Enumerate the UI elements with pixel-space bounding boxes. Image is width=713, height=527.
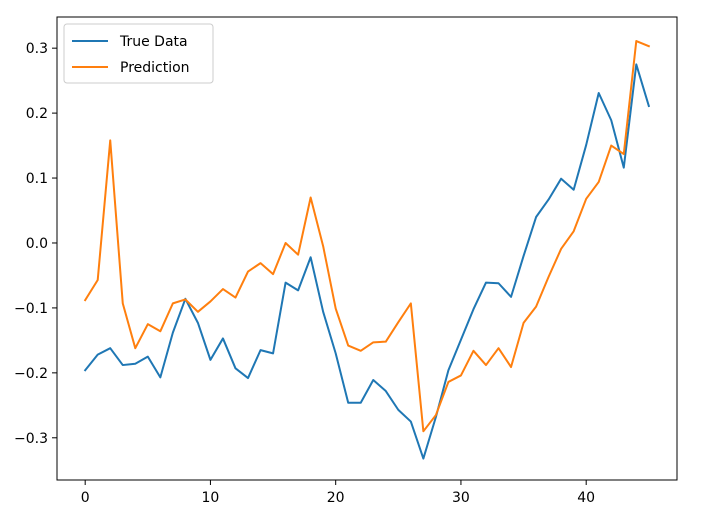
x-tick-label: 10 xyxy=(202,490,220,506)
y-tick-label: 0.1 xyxy=(26,171,48,187)
legend-box xyxy=(63,23,214,84)
y-tick-label: 0.3 xyxy=(26,41,48,57)
y-tick-label: −0.2 xyxy=(14,366,48,382)
legend: True Data Prediction xyxy=(63,23,214,84)
series-line-prediction xyxy=(83,40,651,433)
x-tick-label: 30 xyxy=(452,490,470,506)
plot-frame xyxy=(56,16,678,481)
x-tick-label: 0 xyxy=(81,490,90,506)
legend-label-true-data: True Data xyxy=(119,34,188,50)
legend-label-prediction: Prediction xyxy=(120,60,190,76)
series-line-true-data xyxy=(83,63,651,460)
y-tick-label: −0.3 xyxy=(14,431,48,447)
x-tick-label: 20 xyxy=(327,490,345,506)
y-tick-label: 0.2 xyxy=(26,106,48,122)
y-tick-label: 0.0 xyxy=(26,236,48,252)
x-tick-label: 40 xyxy=(577,490,595,506)
plot-area xyxy=(83,40,651,460)
axes: 0 10 20 30 40 −0.3 −0.2 −0.1 0.0 0.1 0.2 0.3 xyxy=(14,41,595,506)
y-tick-label: −0.1 xyxy=(14,301,48,317)
